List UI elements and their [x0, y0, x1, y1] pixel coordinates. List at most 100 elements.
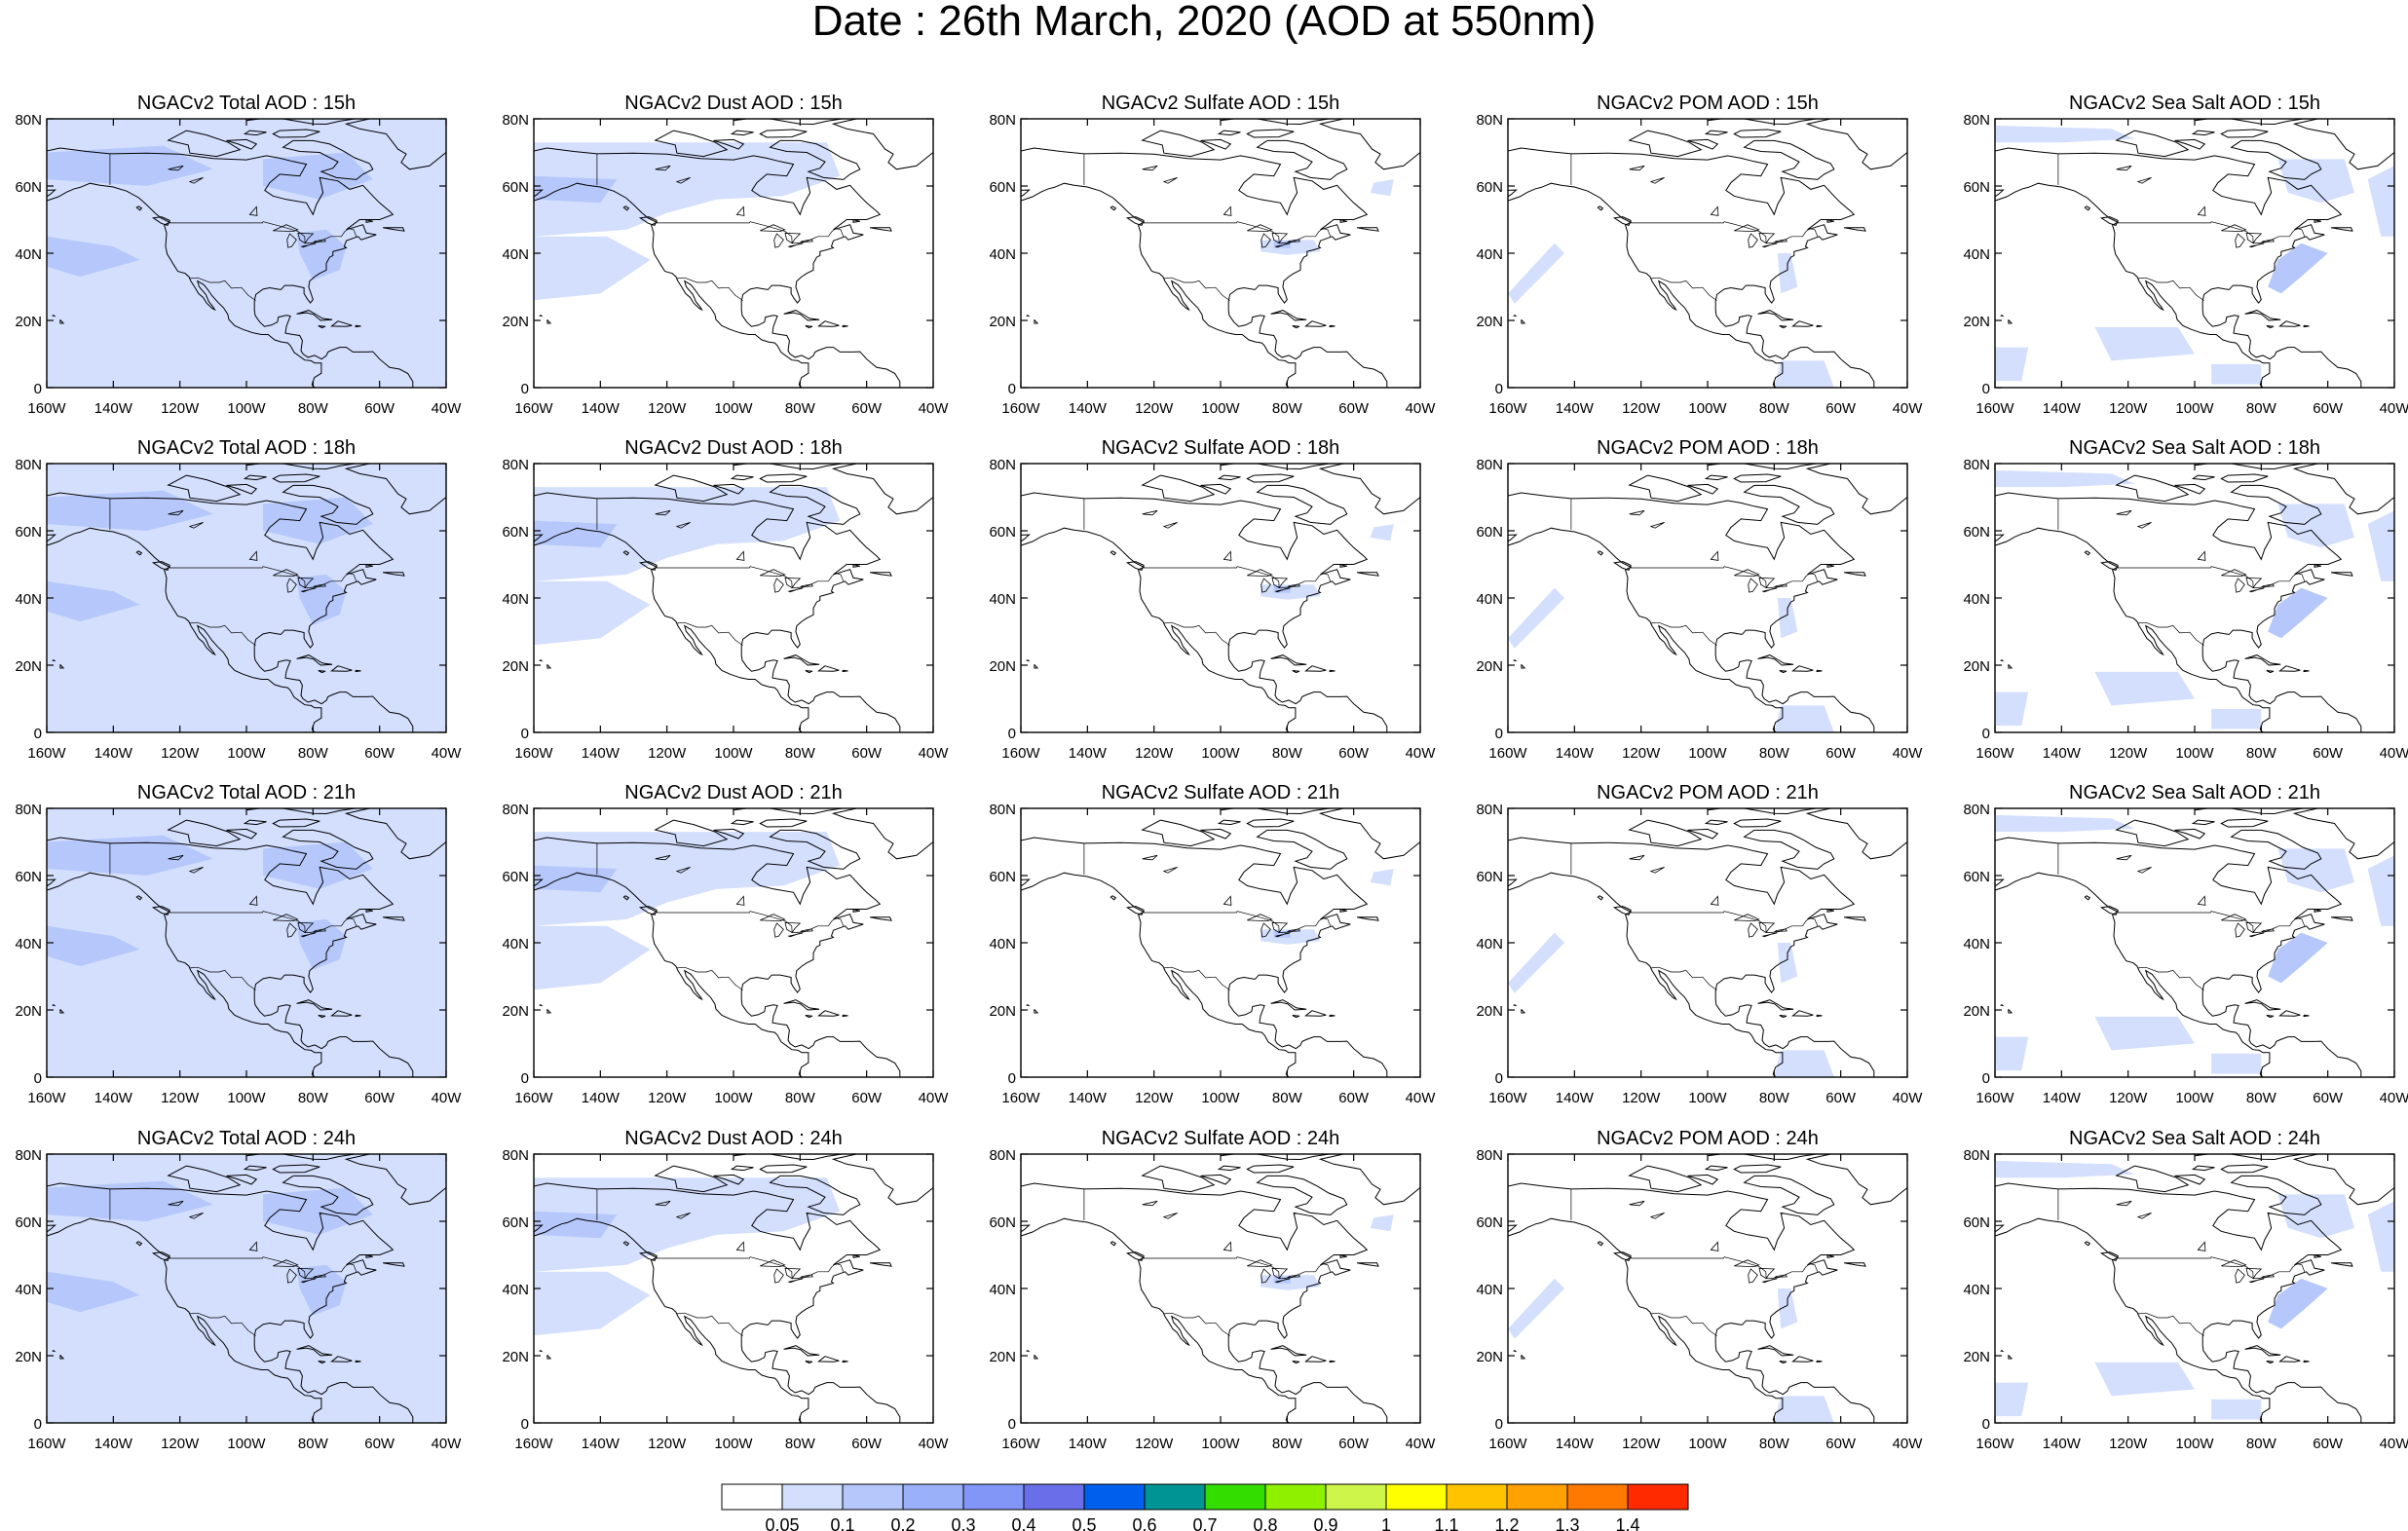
lake-outline	[2197, 550, 2206, 561]
lat-tick-label: 80N	[15, 802, 42, 818]
lat-tick-label: 20N	[1963, 658, 1990, 675]
panel-title: NGACv2 Sulfate AOD : 15h	[1102, 93, 1340, 114]
lat-tick-label: 80N	[15, 1147, 42, 1164]
lake-outline	[773, 922, 784, 938]
coastline	[1292, 670, 1300, 674]
colorbar-label: 0.05	[765, 1515, 799, 1531]
coastline	[226, 1174, 258, 1185]
lon-tick-label: 120W	[1622, 745, 1661, 762]
lon-tick-label: 80W	[298, 400, 329, 417]
lake-outline	[1649, 177, 1665, 184]
lon-tick-label: 40W	[2380, 400, 2408, 417]
country-border	[2118, 1256, 2306, 1280]
lon-tick-label: 140W	[582, 1436, 621, 1452]
lon-tick-label: 80W	[298, 745, 329, 762]
lake-outline	[2197, 205, 2206, 216]
coastline	[2292, 464, 2394, 515]
coastline	[2278, 320, 2301, 327]
coastline	[355, 669, 361, 673]
coastline	[272, 1164, 320, 1174]
coastline	[2292, 1154, 2394, 1206]
coastline	[1304, 320, 1327, 327]
lake-outline	[1260, 578, 1271, 593]
coastline	[52, 315, 56, 317]
coastline	[1513, 1350, 1518, 1353]
coastline	[47, 492, 414, 732]
coastline	[2174, 828, 2206, 840]
coastline	[1318, 464, 1420, 515]
coastline	[805, 325, 813, 329]
lon-tick-label: 60W	[851, 400, 883, 417]
aod-shading	[1370, 1214, 1394, 1232]
country-border	[1650, 621, 1717, 646]
coastline	[135, 205, 143, 211]
country-border	[657, 1256, 845, 1280]
lon-tick-label: 120W	[648, 1090, 687, 1106]
lon-tick-label: 40W	[2380, 1090, 2408, 1106]
aod-shading	[1774, 360, 1834, 388]
coastline	[2303, 324, 2310, 328]
lat-tick-label: 60N	[1963, 524, 1990, 541]
lat-tick-label: 60N	[1963, 179, 1990, 196]
lon-tick-label: 60W	[1338, 745, 1370, 762]
aod-shading	[534, 175, 618, 204]
lat-tick-label: 60N	[15, 869, 42, 885]
country-border	[2137, 621, 2204, 646]
lat-tick-label: 40N	[1476, 1282, 1503, 1298]
coastline	[852, 1254, 860, 1258]
map-panel-dust-3: 80N 60N 40N 20N 0 160W 140W 120W 100W 80W 60W 40W NG…	[502, 1128, 949, 1452]
aod-shading	[47, 145, 213, 186]
coastline	[226, 138, 258, 150]
coastline	[1217, 474, 1241, 481]
lake-outline	[784, 921, 802, 934]
aod-shading	[2277, 504, 2354, 548]
coastline	[2220, 818, 2269, 828]
coastline	[1816, 324, 1823, 328]
coastline	[1597, 895, 1604, 901]
coastline	[759, 1164, 808, 1174]
colorbar-label: 0.9	[1313, 1515, 1337, 1531]
coastline	[534, 147, 901, 388]
aod-shading	[2094, 1016, 2195, 1051]
lon-tick-label: 100W	[1201, 1090, 1240, 1106]
country-border	[2118, 566, 2306, 588]
coastline	[2000, 1004, 2005, 1007]
lat-tick-label: 20N	[1476, 1003, 1503, 1020]
coastline	[1597, 205, 1604, 211]
lon-tick-label: 140W	[2043, 400, 2082, 417]
coastline	[52, 659, 56, 662]
coastline	[2278, 1010, 2301, 1017]
coastline	[1217, 819, 1241, 826]
panel-title: NGACv2 POM AOD : 21h	[1597, 782, 1819, 803]
aod-shading	[47, 236, 140, 278]
lake-outline	[300, 932, 317, 938]
plot-background	[1021, 1154, 1420, 1423]
aod-shading	[534, 487, 841, 581]
coastline	[1743, 829, 1835, 870]
lake-outline	[2136, 522, 2152, 529]
aod-shading	[2094, 671, 2195, 706]
aod-field	[47, 808, 446, 1077]
colorbar-label: 0.7	[1192, 1515, 1217, 1531]
lake-outline	[735, 550, 745, 561]
coastline	[1357, 916, 1379, 921]
coastline	[759, 818, 808, 828]
lon-tick-label: 120W	[648, 745, 687, 762]
aod-shading	[47, 580, 140, 622]
lat-tick-label: 60N	[1476, 1214, 1503, 1231]
lon-tick-label: 40W	[432, 400, 463, 417]
lon-tick-label: 40W	[1406, 1090, 1437, 1106]
coastline	[1743, 1175, 1835, 1215]
lake-outline	[297, 577, 315, 589]
lake-outline	[2235, 1268, 2245, 1284]
coastline	[2244, 310, 2281, 321]
lon-tick-label: 80W	[1759, 400, 1790, 417]
lat-tick-label: 80N	[1476, 1147, 1503, 1164]
aod-shading	[1777, 598, 1798, 639]
lake-outline	[2248, 1278, 2265, 1284]
coastline	[622, 1241, 630, 1247]
coastline	[2303, 1014, 2310, 1018]
lat-tick-label: 80N	[1476, 802, 1503, 818]
aod-shading	[2367, 166, 2394, 237]
lat-tick-label: 0	[1008, 726, 1016, 742]
